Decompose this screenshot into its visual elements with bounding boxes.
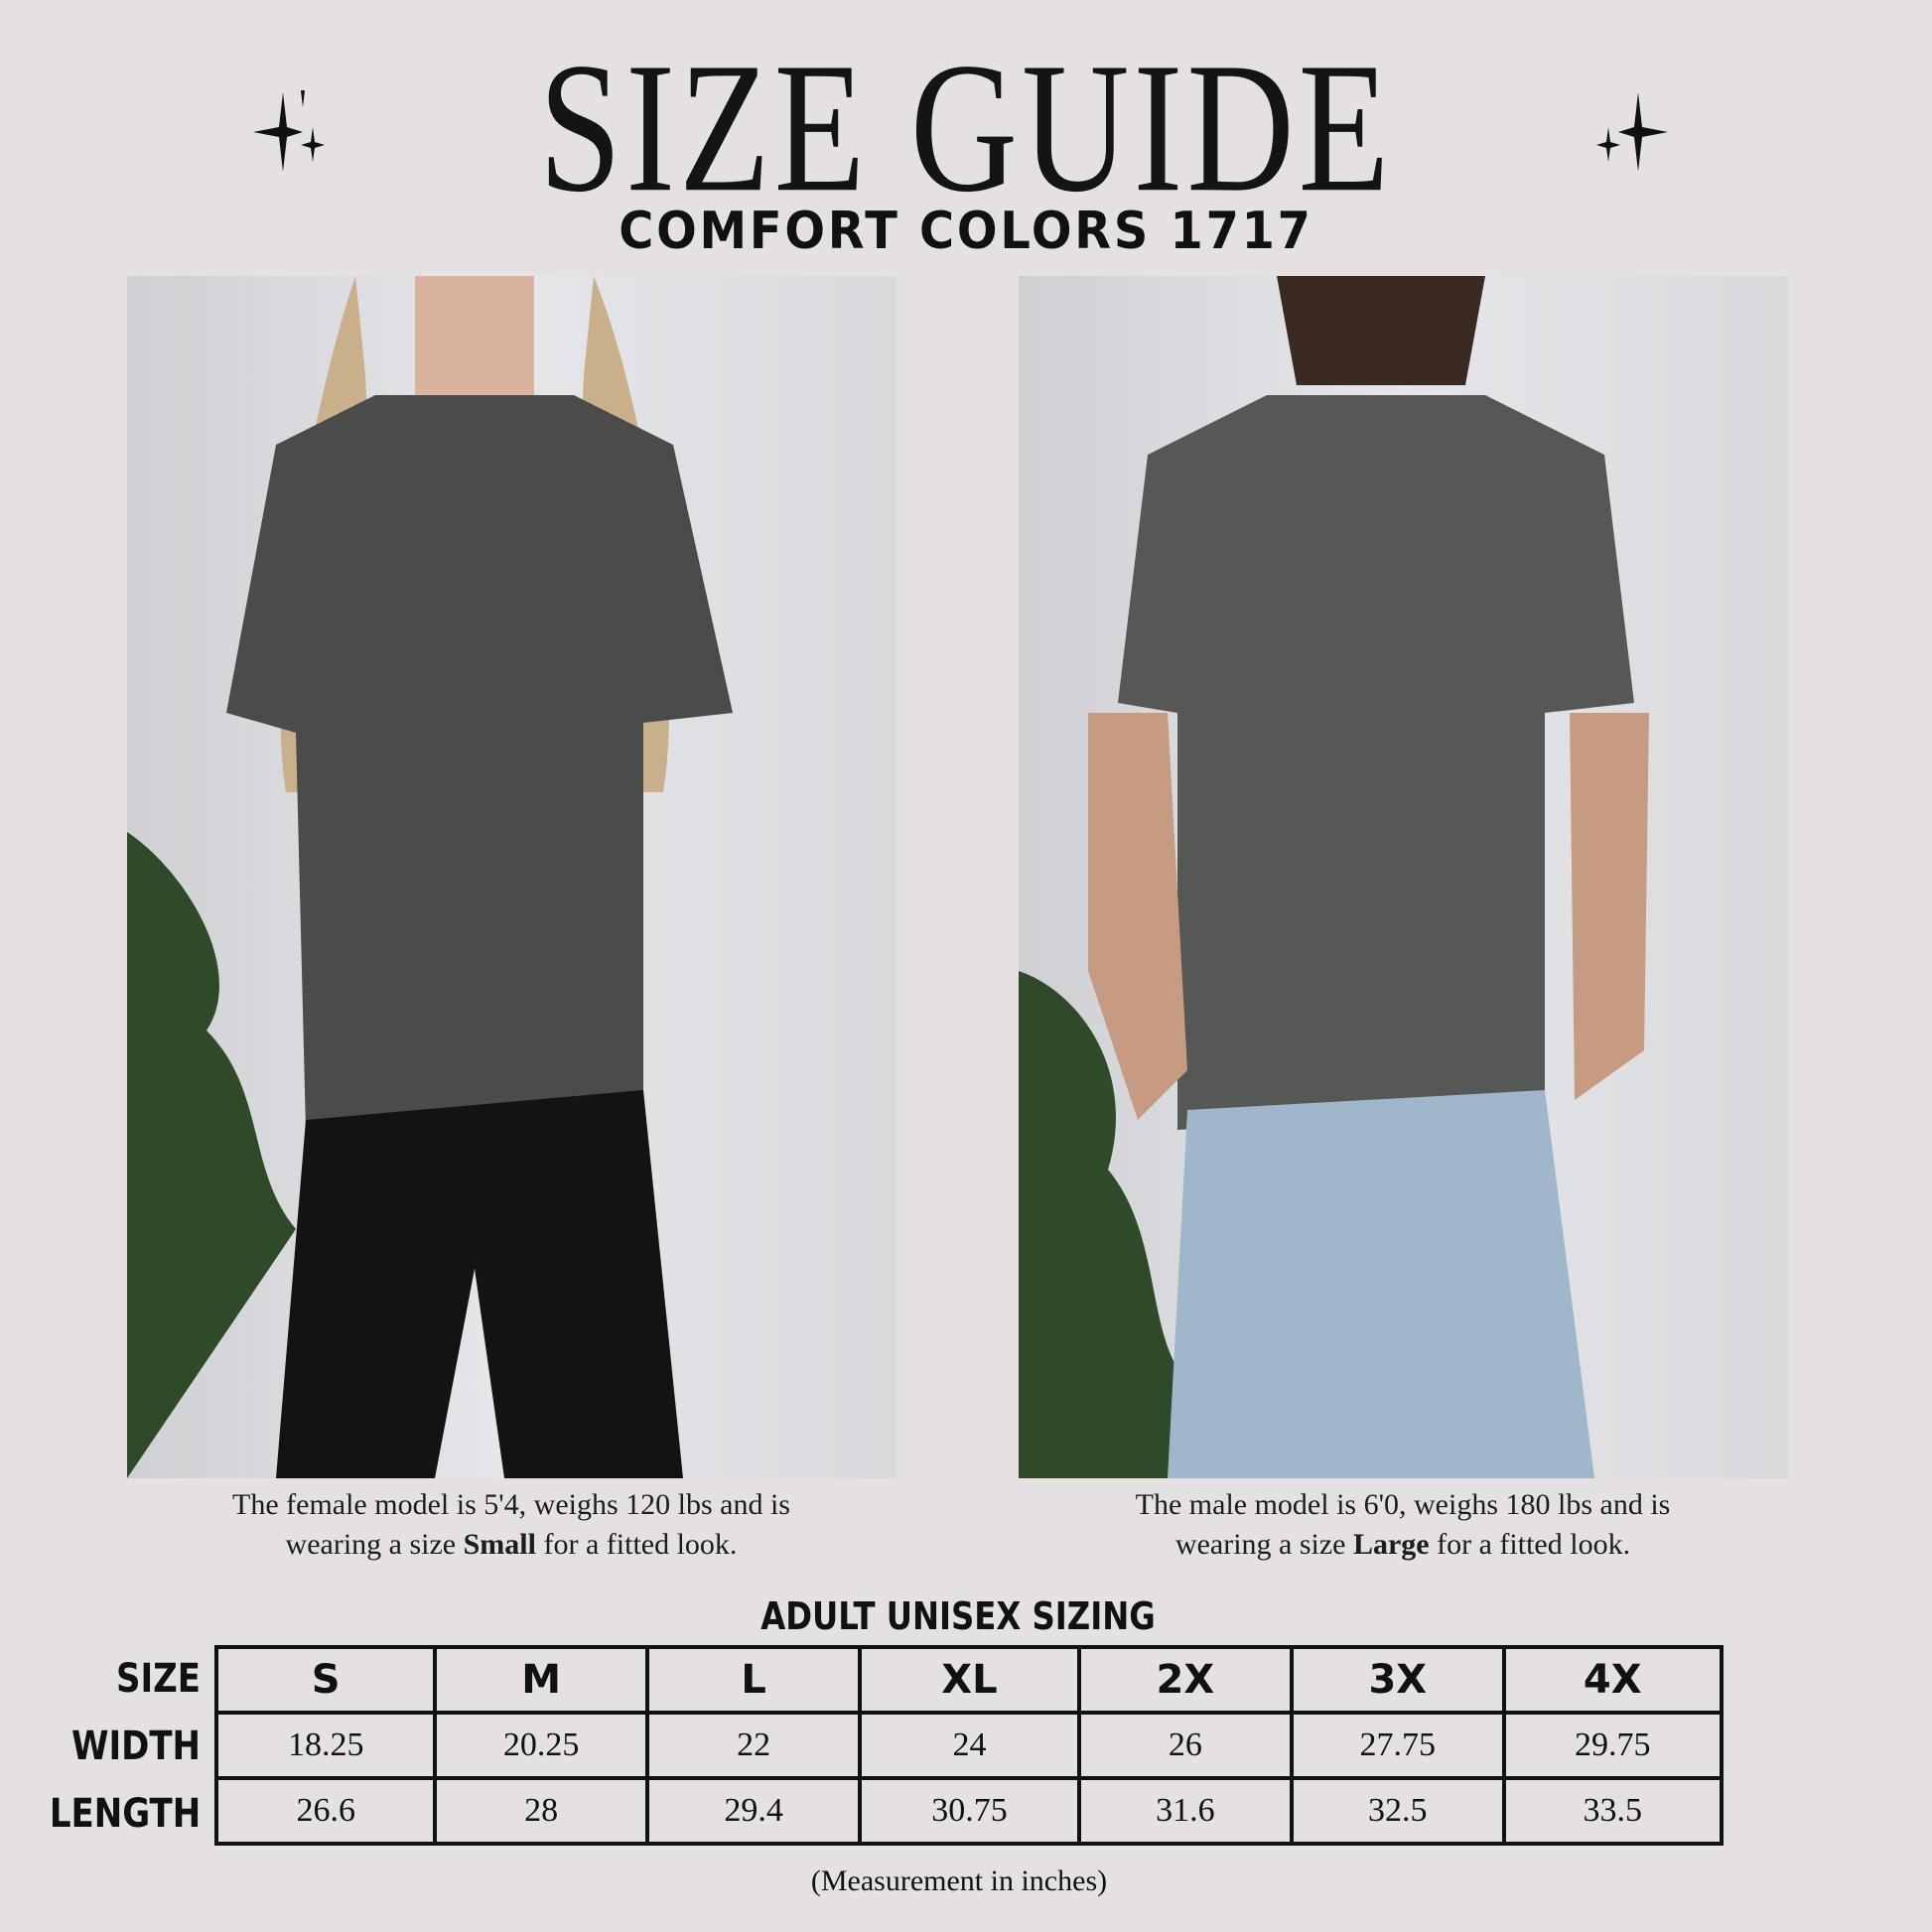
page-title: SIZE GUIDE [538,25,1394,231]
caption-size: Small [463,1528,536,1561]
row-label-width: WIDTH [70,1724,201,1769]
table-cell: 22 [644,1711,863,1780]
table-cell: 27.75 [1290,1711,1506,1780]
table-cell: 26 [1076,1711,1295,1780]
table-cell: 29.4 [644,1776,863,1846]
sizing-table: S M L XL 2X 3X 4X 18.25 20.25 22 24 26 27.75 29.75 2… [213,1645,1724,1846]
table-cell: 18.25 [213,1711,438,1780]
table-cell: XL [858,1645,1081,1715]
caption-line: The female model is 5'4, weighs 120 lbs … [232,1488,790,1521]
table-cell: 20.25 [433,1711,649,1780]
sparkle-icon [253,90,325,172]
caption-size: Large [1352,1528,1430,1561]
sparkle-icon [1596,92,1668,172]
table-cell: 33.5 [1501,1776,1724,1846]
sizing-title: ADULT UNISEX SIZING [760,1594,1156,1638]
table-cell: L [644,1645,863,1715]
table-cell: 32.5 [1290,1776,1506,1846]
table-cell: 29.75 [1501,1711,1724,1780]
caption-text: for a fitted look. [535,1528,738,1561]
table-cell: M [433,1645,649,1715]
row-label-size: SIZE [115,1656,201,1702]
caption-text: wearing a size [1174,1528,1353,1561]
male-model-caption: The male model is 6'0, weighs 180 lbs an… [956,1485,1850,1565]
table-cell: 3X [1290,1645,1506,1715]
table-row-size: S M L XL 2X 3X 4X [213,1645,1724,1715]
measurement-note: (Measurement in inches) [810,1864,1108,1897]
plant [1019,971,1177,1478]
table-row-length: 26.6 28 29.4 30.75 31.6 32.5 33.5 [213,1776,1724,1846]
row-label-length: LENGTH [49,1791,201,1837]
table-cell: 28 [433,1776,649,1846]
male-model-photo [1019,276,1788,1478]
caption-text: wearing a size [285,1528,464,1561]
table-cell: S [213,1645,438,1715]
caption-line: The male model is 6'0, weighs 180 lbs an… [1135,1488,1671,1521]
shirt [226,395,733,1130]
caption-text: for a fitted look. [1429,1528,1631,1561]
table-row-width: 18.25 20.25 22 24 26 27.75 29.75 [213,1711,1724,1780]
female-model-caption: The female model is 5'4, weighs 120 lbs … [65,1485,958,1565]
jeans [1168,1090,1594,1478]
female-model-photo [127,276,897,1478]
table-cell: 24 [858,1711,1081,1780]
plant [127,832,296,1478]
table-cell: 2X [1076,1645,1295,1715]
shorts [276,1090,683,1478]
page-subtitle: COMFORT COLORS 1717 [619,202,1313,261]
table-cell: 31.6 [1076,1776,1295,1846]
shirt [1118,395,1634,1130]
table-cell: 30.75 [858,1776,1081,1846]
table-cell: 26.6 [213,1776,438,1846]
table-cell: 4X [1501,1645,1724,1715]
